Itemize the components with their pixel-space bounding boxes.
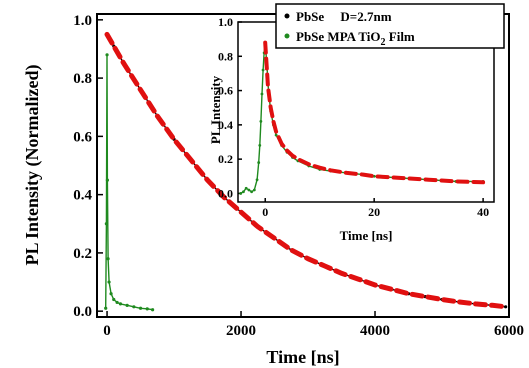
main-series-1-point (104, 222, 108, 226)
main-series-1-point (109, 292, 113, 296)
legend-label-black: PbSe D=2.7nm (296, 9, 392, 24)
inset-y-tick-label: 0.2 (218, 152, 233, 166)
main-fit-curve (104, 31, 509, 310)
inset-background (238, 22, 494, 202)
legend-label-green-main: PbSe MPA TiO (296, 29, 381, 44)
main-y-tick-label: 1.0 (73, 13, 92, 29)
inset-y-axis-title: PL Intensity (208, 75, 223, 144)
main-series-1-point (125, 303, 129, 307)
inset-y-tick-label: 0.0 (218, 186, 233, 200)
main-series-0-point (504, 305, 508, 309)
inset-series-0-point (261, 68, 265, 72)
main-y-axis-title: PL Intensity (Normalized) (22, 65, 43, 266)
main-series-1-point (107, 280, 111, 284)
inset-series-0-point (259, 120, 263, 123)
main-y-tick-label: 0.6 (73, 129, 92, 145)
main-series-1-point (104, 306, 108, 310)
inset-ticks: 0 20 40 0.0 0.2 0.4 0.6 0.8 1.0 (218, 15, 489, 219)
main-series-1-point (106, 257, 110, 261)
inset-series (239, 40, 486, 195)
inset-series-0-point (242, 190, 245, 194)
legend-label-green: PbSe MPA TiO2 Film (296, 29, 415, 48)
main-y-tick-label: 0.2 (73, 246, 92, 262)
inset-series-0-point (257, 161, 261, 164)
legend-box (275, 3, 505, 49)
main-x-tick-label: 0 (103, 323, 111, 339)
main-y-tick-label: 0.8 (73, 71, 92, 87)
main-y-tick-label: 0.4 (73, 188, 92, 204)
inset-series-0-point (274, 133, 278, 137)
main-series-1-line (105, 54, 153, 311)
main-series-1-point (105, 53, 109, 57)
main-series-1-point (132, 305, 136, 309)
inset-fit-curve (263, 40, 486, 185)
inset-x-tick-label: 20 (368, 205, 380, 219)
main-y-tick-label: 0.0 (73, 304, 92, 320)
inset-x-tick-label: 0 (262, 205, 268, 219)
legend-label-green-suffix: Film (386, 29, 415, 44)
inset-y-tick-label: 0.8 (218, 49, 233, 63)
legend-label-green-sub: 2 (381, 37, 386, 48)
inset-series-0-point (244, 186, 248, 190)
main-series (104, 31, 509, 312)
inset-series-0-point (239, 192, 243, 195)
inset-series-0-point (260, 92, 264, 96)
main-series-1-point (151, 308, 155, 312)
inset-y-tick-label: 1.0 (218, 15, 233, 29)
inset-series-0-point (252, 188, 256, 192)
main-series-1-point (145, 307, 149, 311)
main-series-1-point (115, 300, 119, 305)
main-x-axis-title: Time [ns] (266, 347, 339, 367)
legend-marker-green (284, 33, 290, 39)
main-series-1-point (105, 178, 109, 182)
main-series-1-point (112, 297, 116, 302)
inset-y-tick-label: 0.6 (218, 84, 233, 98)
inset-x-tick-label: 40 (477, 205, 489, 219)
inset-y-tick-label: 0.4 (218, 118, 233, 132)
inset-series-0-point (255, 178, 259, 182)
main-series-1-point (118, 302, 123, 306)
inset-x-axis-title: Time [ns] (340, 228, 393, 243)
legend-marker-black (284, 13, 290, 19)
main-x-tick-label: 6000 (494, 323, 524, 339)
main-x-tick-label: 2000 (226, 323, 256, 339)
main-x-tick-label: 4000 (360, 323, 390, 339)
main-ticks: 0 2000 4000 6000 0.0 0.2 0.4 0.6 0.8 1.0 (73, 13, 524, 339)
main-series-1-point (138, 306, 143, 310)
inset-series-0-point (247, 188, 251, 192)
inset-series-0-point (250, 190, 254, 194)
inset-series-0-point (258, 144, 262, 147)
